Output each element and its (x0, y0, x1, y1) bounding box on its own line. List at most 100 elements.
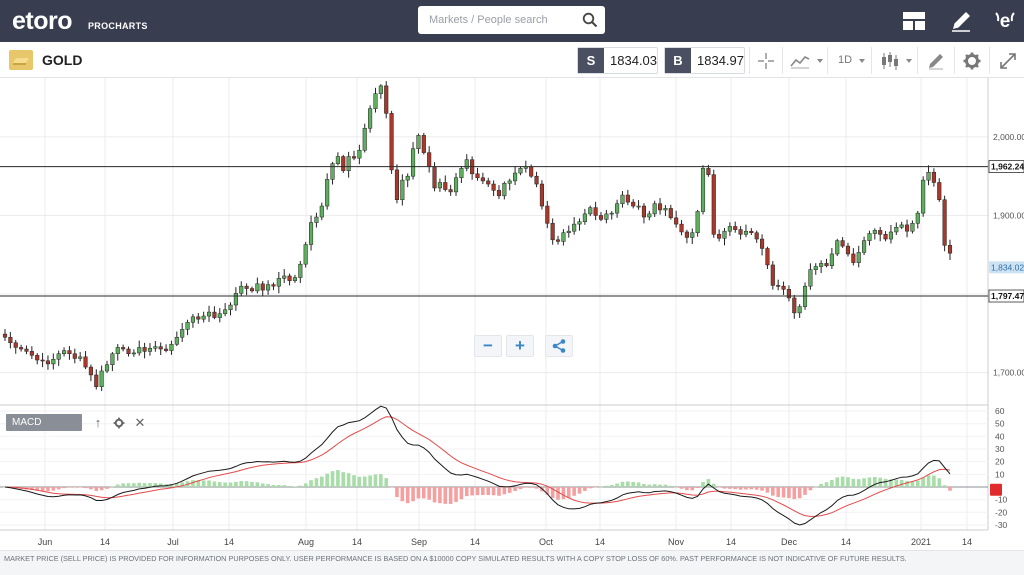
interval-button[interactable]: 1D (827, 47, 870, 74)
bullish-candle (416, 133, 421, 154)
macd-hist-bar-positive (368, 475, 372, 487)
zoom-in-button[interactable]: + (506, 335, 534, 357)
candle-body (153, 346, 158, 349)
candle-style-button[interactable] (871, 47, 916, 74)
macd-move-up-button[interactable]: ↑ (94, 415, 102, 430)
candle-body (464, 159, 469, 169)
macd-hist-bar-positive (303, 483, 308, 487)
macd-hist-bar-positive (647, 484, 652, 487)
bearish-candle (539, 180, 544, 210)
gear-icon (963, 52, 981, 70)
macd-hist-bar-negative (792, 486, 797, 500)
macd-hist-bar-positive (830, 479, 834, 487)
bearish-candle (126, 346, 131, 357)
candle-body (652, 203, 657, 215)
candle-body (631, 201, 636, 207)
candle-body (937, 182, 942, 201)
macd-hist-bar-positive (228, 482, 233, 487)
price-chart[interactable]: 1,700.001,800.001,900.002,000.001,962.24… (0, 78, 1024, 550)
macd-close-button[interactable]: ✕ (134, 415, 146, 430)
bullish-candle (314, 212, 319, 228)
candle-body (233, 292, 238, 306)
macd-hist-bar-negative (695, 486, 700, 489)
macd-value-tag (990, 483, 1002, 496)
crosshair-button[interactable] (749, 47, 781, 74)
bullish-candle (690, 228, 695, 244)
bearish-candle (121, 344, 126, 352)
chevron-down-icon (817, 59, 823, 63)
candle-body (883, 234, 888, 240)
search-input[interactable] (418, 6, 578, 34)
candle-body (770, 264, 775, 286)
macd-settings-button[interactable] (112, 414, 126, 431)
bearish-candle (249, 286, 255, 293)
pencil-icon[interactable] (947, 7, 975, 35)
candle-body (244, 285, 249, 289)
etoro-e-icon[interactable]: e (991, 7, 1019, 35)
candle-body (62, 350, 67, 354)
search-icon[interactable] (582, 12, 598, 28)
bullish-candle (609, 211, 614, 220)
macd-hist-bar-negative (556, 486, 560, 500)
bearish-candle (749, 228, 754, 235)
macd-hist-bar-negative (524, 486, 528, 488)
candle-body (942, 199, 947, 246)
macd-label[interactable]: MACD (12,26,9) (6, 414, 82, 445)
layout-icon[interactable] (900, 7, 928, 35)
share-button[interactable] (545, 335, 573, 357)
fullscreen-button[interactable] (989, 47, 1024, 74)
bearish-candle (496, 185, 502, 200)
macd-hist-bar-negative (470, 486, 474, 496)
candle-body (588, 207, 593, 215)
macd-hist-bar-negative (674, 486, 678, 488)
candle-body (2, 333, 8, 338)
zoom-out-button[interactable]: − (474, 335, 502, 357)
chart-type-button[interactable] (782, 47, 826, 74)
bearish-candle (792, 294, 797, 319)
settings-button[interactable] (954, 47, 988, 74)
macd-hist-bar-positive (926, 475, 931, 487)
candle-body (797, 306, 802, 314)
candle-body (282, 275, 287, 279)
time-axis-label: Jul (167, 537, 179, 547)
candle-body (255, 283, 260, 292)
macd-hist-bar-negative (475, 486, 480, 496)
etoro-logo[interactable]: etoro (12, 7, 73, 35)
bullish-candle (239, 281, 244, 296)
candle-body (217, 313, 222, 318)
bullish-candle (588, 205, 593, 217)
drawing-tools-button[interactable] (917, 47, 953, 74)
macd-hist-bar-negative (46, 486, 50, 492)
candle-body (249, 288, 255, 292)
macd-hist-bar-negative (454, 486, 458, 502)
bearish-candle (679, 219, 684, 236)
macd-hist-bar-positive (631, 481, 636, 487)
macd-tick-label: 30 (995, 444, 1005, 454)
bearish-candle (776, 279, 781, 291)
sell-price-button[interactable]: S 1834.03 (577, 47, 658, 74)
candle-body (56, 353, 61, 360)
macd-hist-bar-positive (642, 483, 646, 487)
macd-hist-bar-negative (30, 486, 34, 491)
candle-body (421, 135, 426, 153)
candle-body (690, 232, 695, 238)
candle-body (35, 355, 40, 361)
macd-hist-bar-positive (260, 483, 265, 487)
bearish-candle (351, 150, 357, 161)
candle-body (496, 190, 502, 197)
bearish-candle (555, 235, 561, 245)
macd-hist-bar-negative (808, 486, 813, 491)
bullish-candle (104, 360, 110, 374)
macd-hist-bar-positive (357, 476, 362, 487)
macd-hist-bar-positive (142, 483, 147, 487)
candle-body (411, 148, 416, 177)
bullish-candle (722, 227, 727, 246)
candle-body (555, 239, 561, 242)
candle-body (899, 224, 904, 228)
buy-price-button[interactable]: B 1834.97 (664, 47, 745, 74)
candle-body (121, 347, 126, 350)
macd-hist-bar-negative (583, 486, 587, 491)
macd-hist-bar-positive (336, 470, 340, 487)
macd-hist-bar-negative (722, 486, 727, 489)
macd-hist-bar-positive (937, 478, 942, 487)
